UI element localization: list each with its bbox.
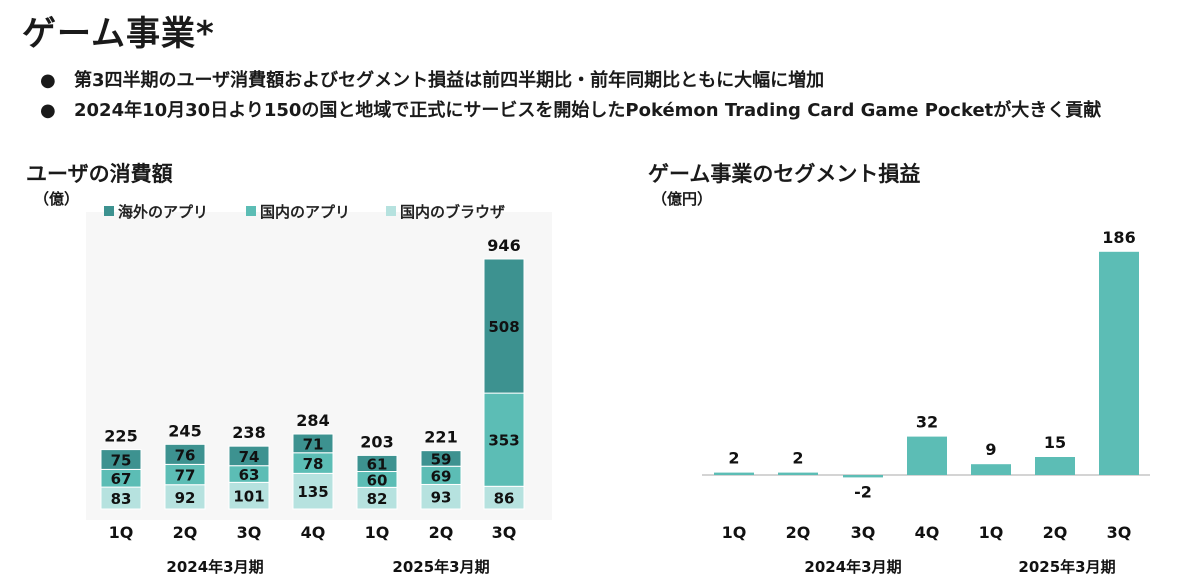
bar-segment [292,433,334,454]
bullet-text: 2024年10月30日より150の国と地域で正式にサービスを開始したPokémo… [74,100,1102,121]
group-label: 2025年3月期 [392,558,489,576]
bullet-dot-icon: ● [40,70,56,91]
x-tick-label: 4Q [301,523,326,542]
data-label: 76 [175,446,196,464]
total-label: 245 [168,421,201,440]
bar [714,472,754,475]
data-label: 135 [297,483,328,501]
data-label: 92 [175,489,196,507]
x-tick-label: 3Q [851,523,876,542]
data-label: 9 [985,440,996,459]
spending-chart-title: ユーザの消費額 [26,162,173,186]
bar-segment [356,454,398,473]
total-label: 203 [360,432,393,451]
summary-bullets: ● 第3四半期のユーザ消費額およびセグメント損益は前四半期比・前年同期比ともに大… [38,66,1101,126]
bar-segment [100,449,142,470]
data-label: 2 [728,449,739,468]
bar-segment [228,481,270,510]
bar-segment [483,258,525,394]
bullet-dot-icon: ● [40,100,56,121]
data-label: 69 [431,467,452,485]
bar [907,436,947,475]
x-tick-label: 2Q [786,523,811,542]
legend-label: 国内のブラウザ [400,203,505,221]
x-tick-label: 1Q [365,523,390,542]
bar-segment [164,484,206,510]
data-label: 59 [431,450,452,468]
data-label: 71 [303,435,324,453]
data-label: 77 [175,467,196,485]
bar [778,472,818,475]
profit-chart-unit: （億円） [652,190,713,208]
data-label: 83 [111,490,132,508]
data-label: 78 [303,455,324,473]
data-label: 186 [1102,228,1135,247]
data-label: 508 [488,318,519,336]
x-tick-label: 1Q [109,523,134,542]
total-label: 238 [232,423,265,442]
data-label: 60 [367,471,388,489]
x-tick-label: 1Q [722,523,747,542]
group-label: 2025年3月期 [1018,558,1115,576]
bullet-item: ● 第3四半期のユーザ消費額およびセグメント損益は前四半期比・前年同期比ともに大… [38,66,1101,96]
total-label: 946 [487,236,520,255]
total-label: 221 [424,428,457,447]
data-label: 86 [494,490,515,508]
legend-swatch [386,206,396,216]
data-label: 101 [233,488,264,506]
data-label: 67 [111,470,132,488]
data-label: 2 [792,449,803,468]
x-tick-label: 3Q [237,523,262,542]
data-label: 93 [431,489,452,507]
data-label: 32 [916,413,938,432]
bar-segment [228,445,270,467]
group-label: 2024年3月期 [804,558,901,576]
data-label: 82 [367,490,388,508]
data-label: 74 [239,448,260,466]
x-tick-label: 3Q [492,523,517,542]
legend-label: 国内のアプリ [260,203,350,221]
bar-segment [164,443,206,465]
spending-chart-unit: （億） [34,190,80,208]
data-label: 353 [488,432,519,450]
x-tick-label: 2Q [1043,523,1068,542]
x-tick-label: 3Q [1107,523,1132,542]
bar [843,475,883,478]
bar-segment [292,472,334,510]
data-label: 75 [111,452,132,470]
data-label: 15 [1044,433,1066,452]
bullet-text: 第3四半期のユーザ消費額およびセグメント損益は前四半期比・前年同期比ともに大幅に… [74,70,825,91]
x-tick-label: 2Q [429,523,454,542]
bar [1035,457,1075,475]
x-tick-label: 2Q [173,523,198,542]
bar [1099,251,1139,475]
data-label: -2 [854,482,872,501]
legend-swatch [104,206,114,216]
legend-label: 海外のアプリ [118,203,208,221]
bullet-item: ● 2024年10月30日より150の国と地域で正式にサービスを開始したPoké… [38,96,1101,126]
bar-segment [483,392,525,487]
data-label: 61 [367,455,388,473]
x-tick-label: 1Q [979,523,1004,542]
total-label: 284 [296,411,329,430]
data-label: 63 [239,466,260,484]
legend-swatch [246,206,256,216]
x-tick-label: 4Q [915,523,940,542]
page-title: ゲーム事業* [22,14,215,54]
profit-chart-title: ゲーム事業のセグメント損益 [648,162,921,186]
bar-segment [420,450,462,467]
bar [971,464,1011,475]
total-label: 225 [104,427,137,446]
group-label: 2024年3月期 [166,558,263,576]
